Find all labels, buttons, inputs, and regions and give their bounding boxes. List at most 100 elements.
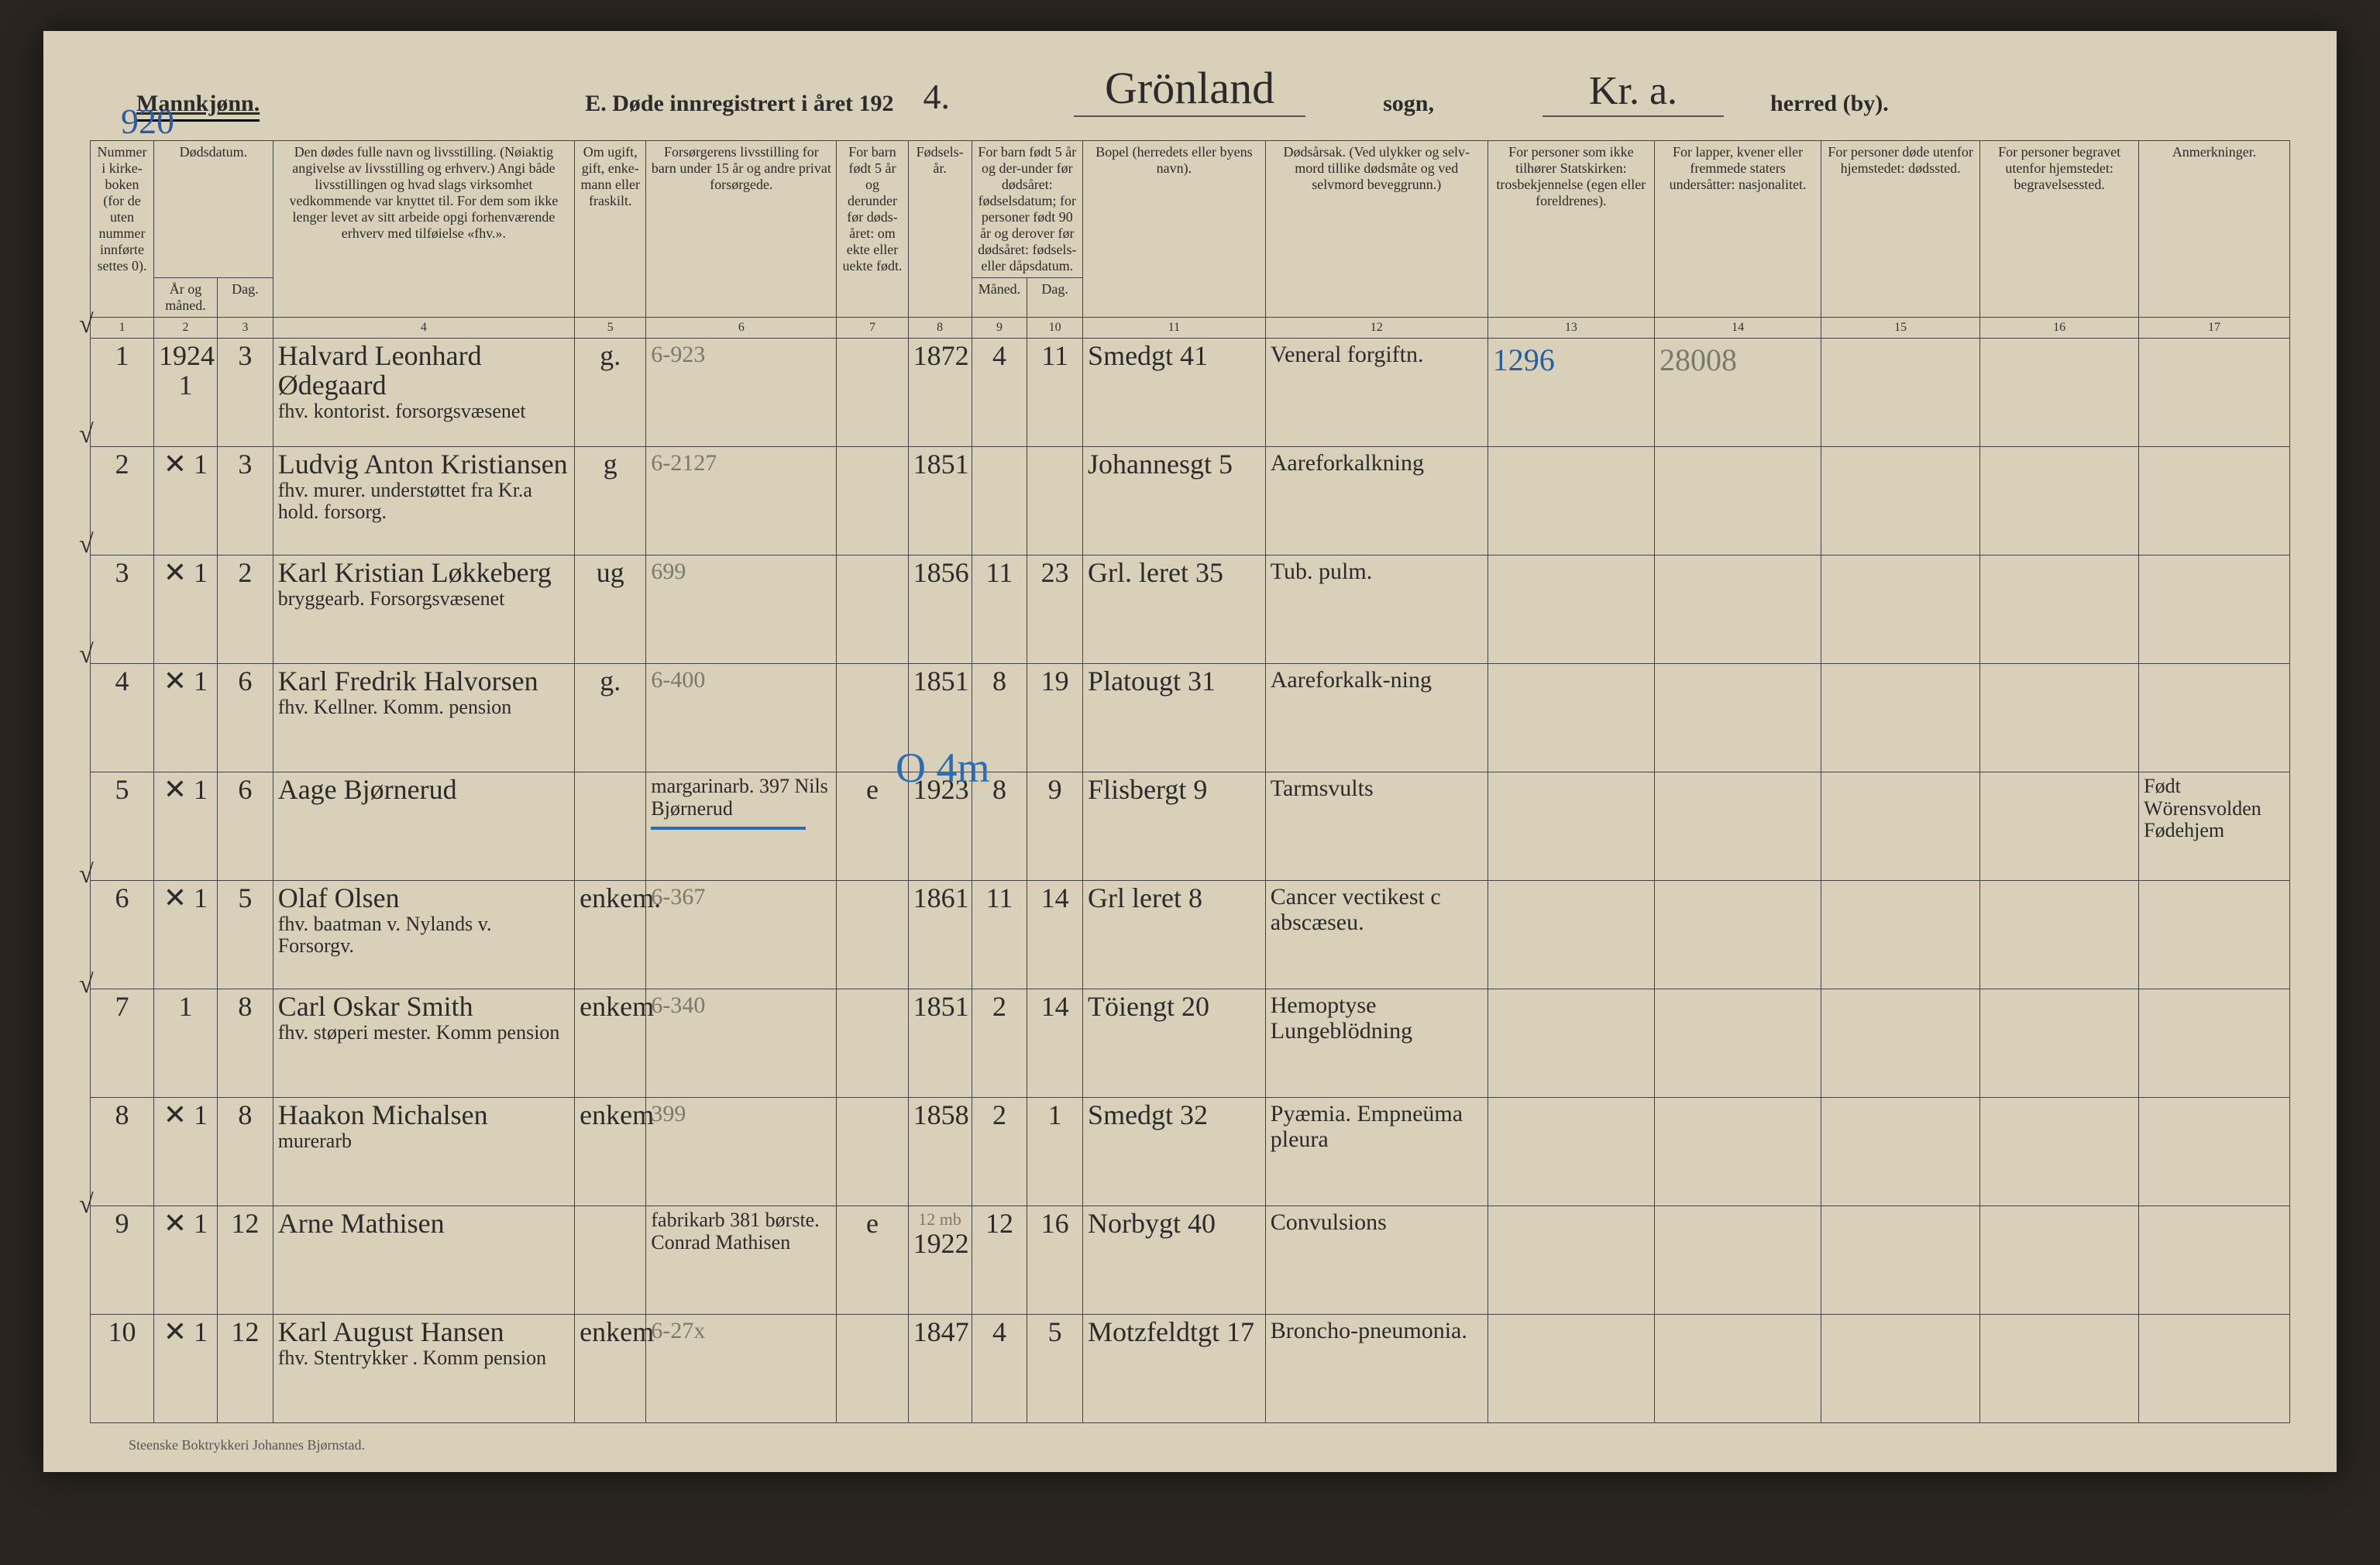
cell-birthyear: 1856 [908,555,972,664]
table-head: Nummer i kirke-boken (for de uten nummer… [91,141,2290,339]
cell-13 [1488,1206,1654,1315]
cell-number-text: 6 [115,882,129,913]
cell-14 [1654,772,1821,881]
cell-16 [1980,555,2139,664]
colnum: 7 [837,318,908,339]
name-primary: Karl August Hansen [278,1318,569,1347]
cell-residence: Norbygt 40 [1083,1206,1266,1315]
cell-15 [1821,1315,1980,1423]
cell-birthyear-text: 1851 [913,991,969,1022]
cell-day: 2 [217,555,273,664]
cell-day-text: 12 [231,1316,259,1347]
cell-birthyear: 1847 [908,1315,972,1423]
name-primary: Carl Oskar Smith [278,992,569,1022]
cell-day-text: 3 [238,340,252,371]
cell-14 [1654,1098,1821,1206]
cell-year-text: ✕ 1 [163,882,208,913]
cell-13 [1488,664,1654,772]
col-header-2a: År og måned. [153,278,217,318]
cell-birthmonth-text: 8 [992,666,1006,697]
name-secondary: fhv. støperi mester. Komm pension [278,1022,569,1044]
name-primary: Olaf Olsen [278,884,569,913]
cell-cause: Convulsions [1265,1206,1488,1315]
cell-year-text: ✕ 1 [163,449,208,480]
colnum: 12 [1265,318,1488,339]
cell-day-text: 8 [238,991,252,1022]
cell-year: ✕ 1 [153,664,217,772]
provider-text: 699 [651,559,686,584]
cell-residence: Flisbergt 9 [1083,772,1266,881]
cell-day-text: 8 [238,1099,252,1130]
col-header-8: Fødsels-år. [908,141,972,318]
cell-16 [1980,989,2139,1098]
cell-birthday-text: 19 [1041,666,1069,697]
cell-residence: Grl leret 8 [1083,881,1266,989]
cell-birthmonth-text: 2 [992,1099,1006,1130]
cell-status [575,772,646,881]
cell-cause: Broncho-pneumonia. [1265,1315,1488,1423]
cell-birthmonth-text: 2 [992,991,1006,1022]
cell-legit [837,989,908,1098]
cell-cause: Veneral forgiftn. [1265,339,1488,447]
col-header-9b: Dag. [1027,278,1083,318]
cell-17 [2139,1098,2290,1206]
cell-status [575,1206,646,1315]
cause-text: Aareforkalkning [1271,450,1424,476]
provider-text: 6-27x [651,1318,705,1343]
col-header-12: Dødsårsak. (Ved ulykker og selv-mord til… [1265,141,1488,318]
cell-day: 5 [217,881,273,989]
cell-birthmonth: 12 [972,1206,1027,1315]
provider-text: 6-923 [651,342,705,367]
cause-text: Pyæmia. Empneüma pleura [1271,1101,1463,1152]
name-secondary: bryggearb. Forsorgsvæsenet [278,588,569,611]
cell-year-text: 1 [178,991,192,1022]
cell-16 [1980,1206,2139,1315]
provider-text: 399 [651,1101,686,1126]
cell-birthday-text: 14 [1041,882,1069,913]
cell-name: Karl Kristian Løkkebergbryggearb. Forsor… [273,555,574,664]
colnum: 11 [1083,318,1266,339]
cause-text: Aareforkalk-ning [1271,667,1432,693]
cell-birthyear: 1858 [908,1098,972,1206]
name-primary: Ludvig Anton Kristiansen [278,450,569,480]
cell-birthday: 9 [1027,772,1083,881]
cell-status-text: g [604,449,617,480]
cell-birthmonth-text: 11 [986,882,1013,913]
cell-status-text: enkem [580,991,654,1022]
margin-tick: √ [79,310,94,339]
cell-year: ✕ 1 [153,881,217,989]
cell-birthyear-text: 1858 [913,1099,969,1130]
cell-birthmonth: 11 [972,881,1027,989]
col-header-9a: Måned. [972,278,1027,318]
margin-tick: √ [79,530,94,559]
provider-text: fabrikarb 381 børste. Conrad Mathisen [651,1209,819,1254]
cell-status: enkem [575,989,646,1098]
cell-birthmonth: 2 [972,1098,1027,1206]
cell-15 [1821,1206,1980,1315]
cell-number-text: 7 [115,991,129,1022]
year-suffix: 4. [923,76,951,117]
cell-number-text: 1 [115,340,129,371]
col-header-16: For personer begravet utenfor hjemstedet… [1980,141,2139,318]
death-register-table: Nummer i kirke-boken (for de uten nummer… [90,140,2290,1423]
colnum: 17 [2139,318,2290,339]
cell-legit-text: e [866,1208,879,1239]
cell-residence-text: Norbygt 40 [1088,1208,1216,1239]
cell-legit-text: e [866,774,879,805]
table-row: 2✕ 13Ludvig Anton Kristiansenfhv. murer.… [91,447,2290,555]
provider-text: 6-400 [651,667,705,693]
cell-name: Carl Oskar Smithfhv. støperi mester. Kom… [273,989,574,1098]
name-secondary: murerarb [278,1130,569,1153]
blue-note-13: 1296 [1493,342,1555,377]
cell-birthday: 5 [1027,1315,1083,1423]
cell-year-text: ✕ 1 [163,666,208,697]
col-header-13: For personer som ikke tilhører Statskirk… [1488,141,1654,318]
cause-text: Convulsions [1271,1209,1387,1235]
table-row: 7 1 8 Carl Oskar Smithfhv. støperi mester. … [91,989,2290,1098]
cell-13 [1488,881,1654,989]
cell-status: enkem [575,1098,646,1206]
cell-15 [1821,1098,1980,1206]
provider-text: 6-340 [651,992,705,1018]
cell-number-text: 4 [115,666,129,697]
cell-status: g [575,447,646,555]
